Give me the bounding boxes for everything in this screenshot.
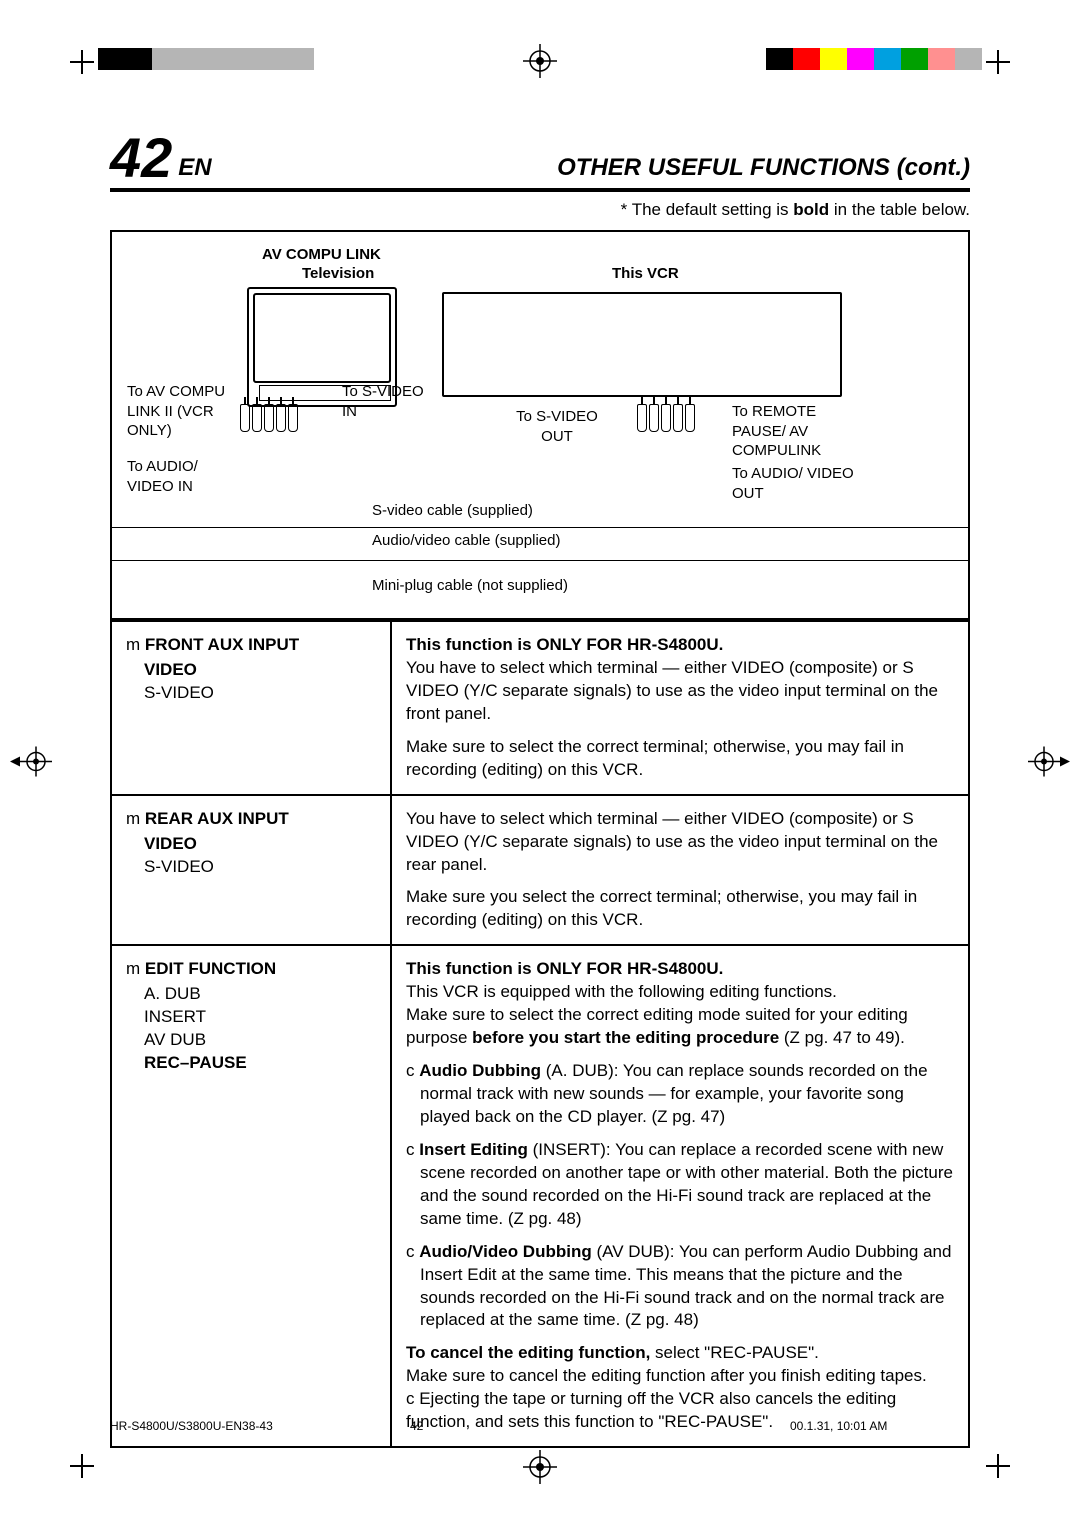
footer-timestamp: 00.1.31, 10:01 AM bbox=[670, 1419, 970, 1433]
page-footer: HR-S4800U/S3800U-EN38-43 42 00.1.31, 10:… bbox=[110, 1419, 970, 1433]
settings-table: m FRONT AUX INPUT VIDEO S-VIDEO This fun… bbox=[110, 620, 970, 1448]
function-name: EDIT FUNCTION bbox=[145, 959, 276, 978]
crop-mark bbox=[986, 50, 1010, 74]
registration-bar-right bbox=[766, 48, 982, 70]
connection-diagram: AV COMPU LINK Television This VCR To AV … bbox=[110, 230, 970, 620]
option-default: REC–PAUSE bbox=[144, 1052, 376, 1075]
diagram-label: This VCR bbox=[612, 265, 679, 282]
table-row: m EDIT FUNCTION A. DUB INSERT AV DUB REC… bbox=[112, 944, 968, 1446]
description: before you start the editing procedure bbox=[472, 1028, 779, 1047]
diagram-label: Audio/video cable (supplied) bbox=[372, 532, 560, 549]
vcr-illustration bbox=[442, 292, 842, 397]
crop-mark bbox=[70, 50, 94, 74]
diagram-label: To AV COMPU LINK II (VCR ONLY) bbox=[127, 382, 237, 441]
function-prefix: m bbox=[126, 959, 140, 978]
option: AV DUB bbox=[144, 1029, 376, 1052]
option: S-VIDEO bbox=[144, 856, 376, 879]
description: Make sure you select the correct termina… bbox=[406, 886, 954, 932]
option: A. DUB bbox=[144, 983, 376, 1006]
function-name: FRONT AUX INPUT bbox=[145, 635, 299, 654]
description: This VCR is equipped with the following … bbox=[406, 982, 837, 1001]
page-header: 42 EN OTHER USEFUL FUNCTIONS (cont.) bbox=[110, 130, 970, 192]
registration-mark-top bbox=[523, 44, 557, 78]
function-name: REAR AUX INPUT bbox=[145, 809, 289, 828]
crop-mark bbox=[986, 1454, 1010, 1478]
table-row: m REAR AUX INPUT VIDEO S-VIDEO You have … bbox=[112, 794, 968, 945]
diagram-label: To S-VIDEO OUT bbox=[507, 407, 607, 446]
description: (Z pg. 47 to 49). bbox=[779, 1028, 905, 1047]
diagram-label: Mini-plug cable (not supplied) bbox=[372, 577, 568, 594]
registration-bar-left bbox=[98, 48, 314, 70]
cancel-head: To cancel the editing function, bbox=[406, 1343, 650, 1362]
description: Make sure to select the correct terminal… bbox=[406, 736, 954, 782]
diagram-label: To S-VIDEO IN bbox=[342, 382, 432, 421]
diagram-label: To AUDIO/ VIDEO IN bbox=[127, 457, 237, 496]
registration-mark-bottom bbox=[523, 1450, 557, 1484]
function-prefix: m bbox=[126, 635, 140, 654]
option: INSERT bbox=[144, 1006, 376, 1029]
option: S-VIDEO bbox=[144, 682, 376, 705]
description: You have to select which terminal — eith… bbox=[406, 658, 938, 723]
diagram-label: To REMOTE PAUSE/ AV COMPULINK bbox=[732, 402, 862, 461]
connector-plugs bbox=[240, 404, 298, 432]
model-note: This function is ONLY FOR HR-S4800U. bbox=[406, 959, 723, 978]
page-content: 42 EN OTHER USEFUL FUNCTIONS (cont.) * T… bbox=[110, 130, 970, 1398]
diagram-label: To AUDIO/ VIDEO OUT bbox=[732, 464, 862, 503]
registration-mark-left bbox=[10, 747, 52, 782]
footer-page: 42 bbox=[410, 1419, 470, 1433]
feature-name: Insert Editing bbox=[419, 1140, 528, 1159]
default-setting-note: * The default setting is bold in the tab… bbox=[110, 200, 970, 220]
option-default: VIDEO bbox=[144, 833, 376, 856]
diagram-label: S-video cable (supplied) bbox=[372, 502, 533, 519]
cancel-body: select "REC-PAUSE". bbox=[650, 1343, 819, 1362]
crop-mark bbox=[70, 1454, 94, 1478]
table-row: m FRONT AUX INPUT VIDEO S-VIDEO This fun… bbox=[112, 620, 968, 794]
model-note: This function is ONLY FOR HR-S4800U. bbox=[406, 635, 723, 654]
page-language: EN bbox=[178, 154, 211, 182]
registration-mark-right bbox=[1028, 747, 1070, 782]
option-default: VIDEO bbox=[144, 659, 376, 682]
section-title: OTHER USEFUL FUNCTIONS (cont.) bbox=[557, 154, 970, 182]
diagram-label: Television bbox=[302, 265, 374, 282]
function-prefix: m bbox=[126, 809, 140, 828]
feature-name: Audio/Video Dubbing bbox=[419, 1242, 592, 1261]
feature-name: Audio Dubbing bbox=[419, 1061, 541, 1080]
description: You have to select which terminal — eith… bbox=[406, 808, 954, 877]
footer-filename: HR-S4800U/S3800U-EN38-43 bbox=[110, 1419, 410, 1433]
cancel-body: Make sure to cancel the editing function… bbox=[406, 1366, 927, 1385]
diagram-label: AV COMPU LINK bbox=[262, 246, 381, 263]
page-number: 42 bbox=[110, 130, 172, 186]
connector-plugs bbox=[637, 404, 695, 432]
